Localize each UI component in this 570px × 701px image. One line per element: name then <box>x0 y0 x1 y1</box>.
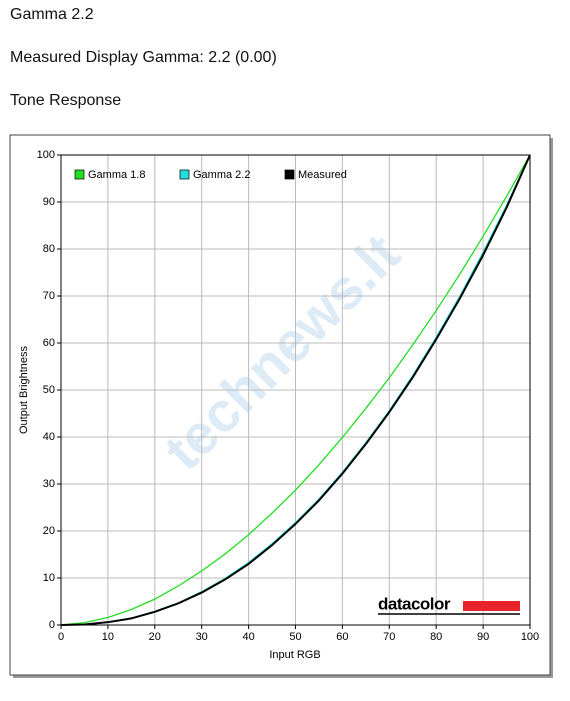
x-tick-label: 0 <box>58 631 64 643</box>
page-title: Gamma 2.2 <box>10 6 94 23</box>
legend-label: Gamma 2.2 <box>193 169 250 181</box>
series-line <box>60 154 531 626</box>
x-tick-label: 90 <box>477 631 489 643</box>
legend-swatch <box>74 169 85 180</box>
y-tick-label: 0 <box>49 619 55 631</box>
y-tick-label: 20 <box>43 525 55 537</box>
legend-swatch <box>179 169 190 180</box>
x-tick-label: 70 <box>383 631 395 643</box>
y-tick-label: 80 <box>43 243 55 255</box>
x-tick-label: 100 <box>521 631 539 643</box>
legend-label: Measured <box>298 169 347 181</box>
y-tick-label: 60 <box>43 337 55 349</box>
legend-swatch <box>284 169 295 180</box>
x-axis-label: Input RGB <box>269 649 320 661</box>
plot-border <box>60 154 531 626</box>
y-axis-label: Output Brightness <box>18 345 30 434</box>
y-tick-label: 50 <box>43 384 55 396</box>
legend-label: Gamma 1.8 <box>88 169 145 181</box>
x-tick-label: 30 <box>196 631 208 643</box>
y-tick-label: 40 <box>43 431 55 443</box>
x-tick-label: 20 <box>149 631 161 643</box>
x-tick-label: 40 <box>242 631 254 643</box>
y-tick-label: 100 <box>37 149 55 161</box>
logo-bar <box>463 601 520 611</box>
logo: datacolor <box>378 594 451 613</box>
x-tick-label: 50 <box>289 631 301 643</box>
section-title: Tone Response <box>10 92 122 109</box>
gamma-summary: Measured Display Gamma: 2.2 (0.00) <box>10 49 277 66</box>
y-tick-label: 90 <box>43 196 55 208</box>
y-tick-label: 10 <box>43 572 55 584</box>
y-tick-label: 70 <box>43 290 55 302</box>
x-tick-label: 60 <box>336 631 348 643</box>
x-tick-label: 10 <box>102 631 114 643</box>
series-line <box>60 154 531 626</box>
x-tick-label: 80 <box>430 631 442 643</box>
y-tick-label: 30 <box>43 478 55 490</box>
